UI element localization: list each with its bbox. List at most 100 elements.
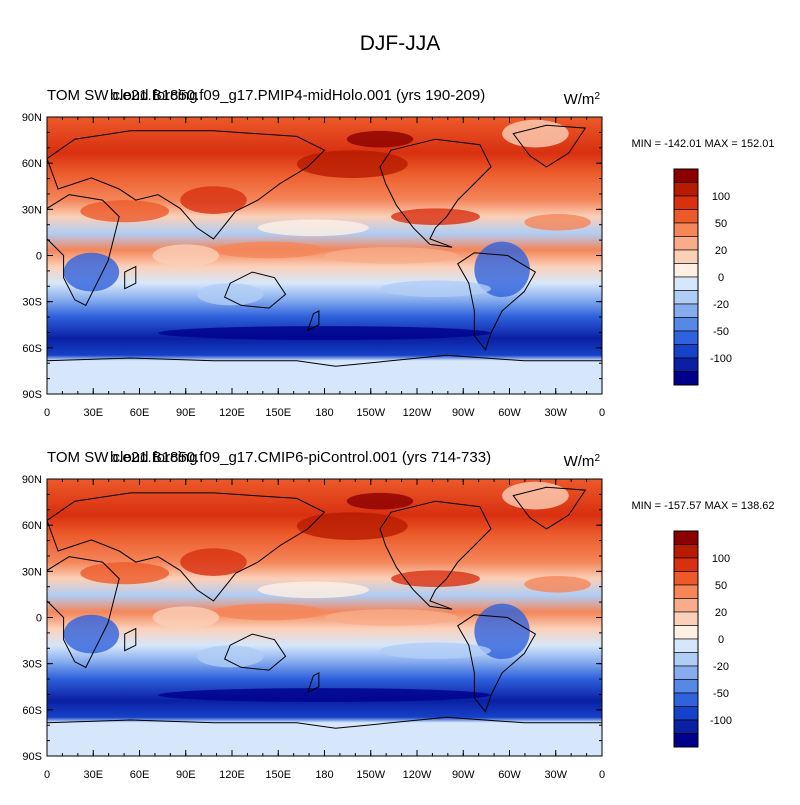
field-patch (346, 492, 414, 510)
colorbar-swatch (673, 182, 699, 197)
field-patch (502, 119, 569, 148)
coastline-north-america (379, 500, 492, 610)
colorbar-swatch (673, 236, 699, 251)
lat-tick-label: 90N (22, 474, 42, 486)
lon-tick-label: 90W (452, 769, 475, 781)
coastline-madagascar (124, 627, 137, 652)
colorbar-swatch (673, 652, 699, 667)
field-patch (180, 186, 247, 214)
field-patch (474, 603, 530, 660)
colorbar: 100 50 20 0 -20 -50 -100 (673, 530, 732, 748)
field-patch (346, 130, 414, 148)
colorbar-label: 50 (715, 218, 727, 230)
lon-tick-label: 0 (599, 769, 605, 781)
coastline-new-zealand (306, 672, 320, 694)
lat-tick-label: 0 (36, 613, 42, 625)
lon-tick-label: 30W (544, 407, 567, 419)
field-patch (196, 283, 264, 306)
field-patch (158, 688, 491, 702)
colorbar-swatch (673, 679, 699, 694)
lon-tick-label: 150E (265, 407, 291, 419)
variable-label: TOM SW cloud forcing (47, 87, 198, 104)
case-label: b.e21.B1850.f09_g17.CMIP6-piControl.001 … (110, 449, 491, 466)
colorbar-swatch (673, 330, 699, 345)
colorbar-swatch (673, 706, 699, 721)
coastline-eurasia (47, 492, 326, 602)
field-patch (474, 241, 530, 298)
lon-tick-label: 30E (83, 769, 103, 781)
colorbar-label: 20 (715, 245, 727, 257)
lon-tick-label: 180 (315, 407, 333, 419)
colorbar-label: -20 (713, 299, 729, 311)
colorbar-swatch (673, 195, 699, 210)
field-patch (158, 326, 491, 340)
lat-tick-label: 30S (22, 659, 42, 671)
field-patch (152, 244, 220, 267)
colorbar-swatch (673, 290, 699, 305)
lat-tick-label: 60N (22, 520, 42, 532)
colorbar-swatch (673, 371, 699, 386)
lat-tick-label: 90S (22, 751, 42, 763)
colorbar-swatch (673, 530, 699, 545)
lat-tick-label: 90N (22, 112, 42, 124)
field-patch (213, 241, 325, 259)
map-panel-2: TOM SW cloud forcingb.e21.B1850.f09_g17.… (22, 449, 775, 781)
colorbar-swatch (673, 209, 699, 224)
lon-tick-label: 60E (130, 769, 150, 781)
coastline-australia (223, 633, 287, 671)
colorbar-swatch (673, 611, 699, 626)
colorbar-swatch (673, 584, 699, 599)
coastline-south-america (457, 614, 537, 713)
colorbar-swatch (673, 544, 699, 559)
lat-tick-label: 30N (22, 204, 42, 216)
colorbar-swatch (673, 168, 699, 183)
coastline-greenland (512, 124, 587, 168)
lon-tick-label: 0 (599, 407, 605, 419)
coastline-madagascar (124, 265, 137, 290)
variable-label: TOM SW cloud forcing (47, 449, 198, 466)
lon-tick-label: 60W (498, 769, 521, 781)
colorbar-swatch (673, 249, 699, 264)
colorbar-frame (673, 168, 699, 386)
field-patch (502, 481, 569, 510)
colorbar-label: 20 (715, 607, 727, 619)
colorbar-frame (673, 530, 699, 748)
field-patch (391, 208, 480, 226)
colorbar-label: -50 (713, 326, 729, 338)
field-patch (324, 609, 458, 626)
lat-tick-label: 0 (36, 251, 42, 263)
lon-tick-label: 120W (403, 407, 432, 419)
field-patch (380, 280, 491, 298)
field-patch (80, 562, 170, 585)
field-patch (380, 642, 491, 660)
colorbar-label: 100 (712, 191, 730, 203)
field-patch (213, 603, 325, 621)
colorbar-swatch (673, 598, 699, 613)
lat-tick-label: 90S (22, 389, 42, 401)
map-field (47, 117, 602, 394)
field-patch (63, 614, 120, 654)
lon-tick-label: 90E (176, 769, 196, 781)
colorbar-swatch (673, 317, 699, 332)
lon-tick-label: 90E (176, 407, 196, 419)
colorbar-label: -20 (713, 661, 729, 673)
colorbar: 100 50 20 0 -20 -50 -100 (673, 168, 732, 386)
colorbar-swatch (673, 625, 699, 640)
colorbar-swatch (673, 571, 699, 586)
lon-tick-label: 90W (452, 407, 475, 419)
coastline-antarctica (47, 354, 602, 394)
min-max-stats: MIN = -142.01 MAX = 152.01 (631, 138, 774, 150)
coastline-south-america (457, 252, 537, 351)
colorbar-label: 100 (712, 553, 730, 565)
case-label: b.e21.B1850.f09_g17.PMIP4-midHolo.001 (y… (110, 87, 485, 104)
coastline-eurasia (47, 130, 326, 240)
figure-title: DJF-JJA (360, 32, 441, 55)
coastline-australia (223, 271, 287, 309)
lon-tick-label: 0 (44, 407, 50, 419)
field-patch (391, 570, 480, 588)
lon-tick-label: 150W (356, 407, 385, 419)
colorbar-label: 50 (715, 580, 727, 592)
field-patch (196, 645, 264, 668)
